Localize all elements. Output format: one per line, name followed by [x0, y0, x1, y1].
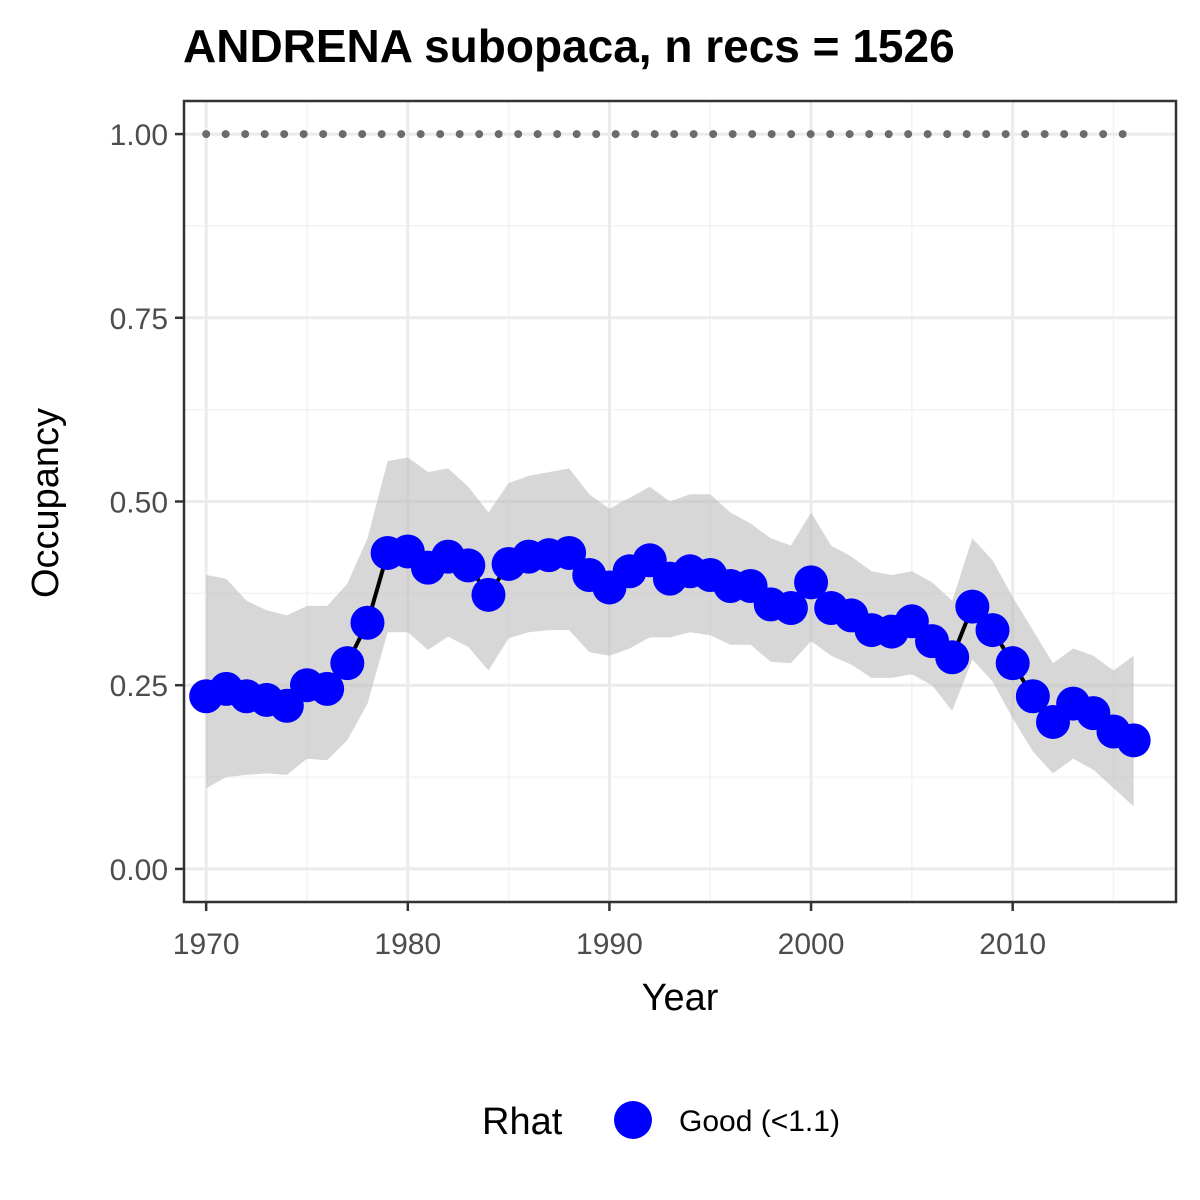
- data-point: [552, 535, 587, 570]
- data-point: [975, 613, 1010, 648]
- data-point: [1116, 723, 1151, 758]
- x-tick-label: 1990: [576, 928, 643, 961]
- x-tick-label: 2000: [778, 928, 845, 961]
- y-tick-label: 0.00: [110, 854, 168, 887]
- chart-title: ANDRENA subopaca, n recs = 1526: [183, 20, 955, 72]
- data-point: [773, 591, 808, 626]
- legend-key-good: [614, 1101, 652, 1139]
- data-point: [1015, 679, 1050, 714]
- data-point: [310, 671, 345, 706]
- x-tick-label: 2010: [979, 928, 1046, 961]
- y-tick-label: 1.00: [110, 119, 168, 152]
- y-tick-label: 0.75: [110, 303, 168, 336]
- y-axis-title: Occupancy: [25, 408, 67, 598]
- x-tick-label: 1970: [173, 928, 240, 961]
- data-point: [330, 646, 365, 681]
- legend-title: Rhat: [482, 1101, 563, 1143]
- data-point: [955, 589, 990, 624]
- legend: Rhat Good (<1.1): [482, 1101, 840, 1143]
- data-point: [995, 646, 1030, 681]
- legend-label-good: Good (<1.1): [679, 1105, 840, 1138]
- x-axis-title: Year: [642, 977, 719, 1019]
- y-tick-label: 0.25: [110, 670, 168, 703]
- y-tick-label: 0.50: [110, 487, 168, 520]
- data-point: [350, 605, 385, 640]
- plot-area: 0.00 0.25 0.50 0.75 1.00 1970 1980 1990 2000 2010: [110, 99, 1178, 961]
- data-point: [471, 577, 506, 612]
- data-point: [451, 548, 486, 583]
- x-tick-label: 1980: [374, 928, 441, 961]
- data-point: [794, 565, 829, 600]
- data-point: [935, 640, 970, 675]
